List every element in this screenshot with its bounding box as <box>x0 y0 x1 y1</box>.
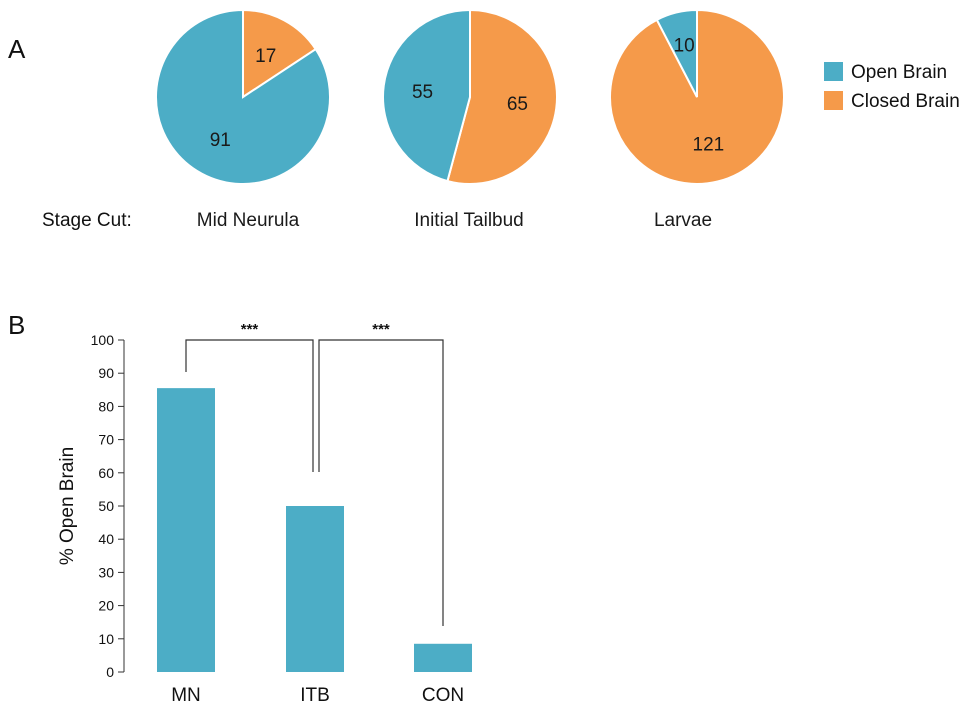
bracket-line <box>318 339 444 626</box>
bar-itb <box>286 506 344 672</box>
slice-value-open: 55 <box>412 82 433 103</box>
legend: Open Brain Closed Brain <box>824 62 960 112</box>
pie-label: Initial Tailbud <box>414 210 524 231</box>
pie-2: 65 55 Initial Tailbud <box>381 8 558 231</box>
legend-swatch <box>824 62 843 81</box>
y-tick-label: 60 <box>98 465 114 481</box>
bar-con <box>414 643 472 672</box>
significance-bracket: *** <box>185 321 314 472</box>
pie-slice-closed <box>446 8 558 185</box>
panel-a-letter: A <box>8 34 26 64</box>
pie-slice-closed <box>242 8 318 99</box>
y-tick-label: 90 <box>98 365 114 381</box>
pie-slice-open <box>655 8 698 98</box>
slice-value-closed: 17 <box>255 46 276 67</box>
stage-cut-label: Stage Cut: <box>42 210 132 231</box>
pie-label: Larvae <box>654 210 712 231</box>
y-tick-label: 20 <box>98 598 114 614</box>
y-tick-label: 40 <box>98 531 114 547</box>
pie-label: Mid Neurula <box>197 210 300 231</box>
y-axis-label: % Open Brain <box>57 447 78 565</box>
y-tick-label: 80 <box>98 398 114 414</box>
significance-label: *** <box>241 321 259 338</box>
y-tick-label: 70 <box>98 432 114 448</box>
category-labels: MN ITB CON <box>171 685 464 706</box>
slice-value-open: 10 <box>674 36 695 57</box>
bars <box>157 388 472 672</box>
x-tick-label: ITB <box>300 685 330 706</box>
bar-mn <box>157 388 215 672</box>
pie-slice-open <box>381 8 471 183</box>
y-tick-label: 10 <box>98 631 114 647</box>
significance-label: *** <box>372 321 390 338</box>
y-tick-label: 0 <box>106 664 114 680</box>
panel-b-letter: B <box>8 310 25 340</box>
legend-item: Open Brain <box>824 62 947 83</box>
pie-3: 121 10 Larvae <box>609 8 785 231</box>
slice-value-closed: 121 <box>693 134 725 155</box>
legend-label: Open Brain <box>851 62 947 83</box>
y-tick-label: 30 <box>98 564 114 580</box>
legend-swatch <box>824 91 843 110</box>
pie-slice-open <box>155 8 331 185</box>
y-tick-label: 100 <box>91 332 115 348</box>
pie-1: 17 91 Mid Neurula <box>155 8 331 231</box>
legend-label: Closed Brain <box>851 91 960 112</box>
bracket-line <box>185 339 314 472</box>
x-tick-label: MN <box>171 685 201 706</box>
significance-bracket: *** <box>318 321 444 626</box>
slice-value-open: 91 <box>210 130 231 151</box>
slice-value-closed: 65 <box>507 94 528 115</box>
x-tick-label: CON <box>422 685 464 706</box>
pie-charts: 17 91 Mid Neurula 65 55 Initial Tailbud 121 10 L… <box>155 8 785 231</box>
y-axis: 0 10 20 30 40 50 60 70 80 90 100 <box>91 332 125 680</box>
significance-brackets: *** *** <box>185 321 444 626</box>
y-tick-label: 50 <box>98 498 114 514</box>
legend-item: Closed Brain <box>824 91 960 112</box>
